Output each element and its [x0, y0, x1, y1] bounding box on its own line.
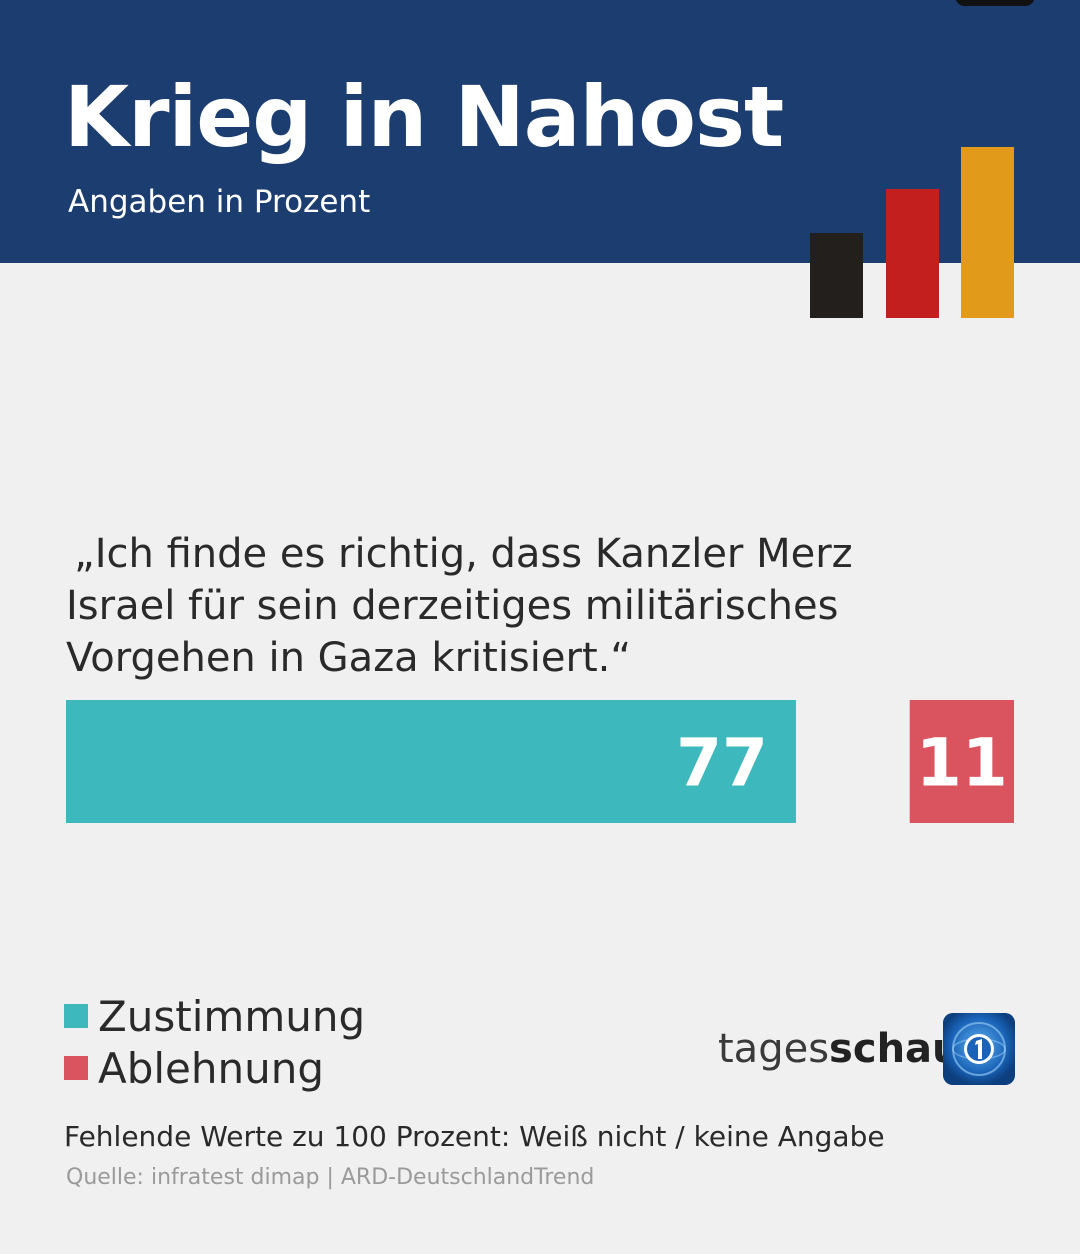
tagesschau-wordmark: tagesschau	[718, 1026, 961, 1072]
camera-notch	[955, 0, 1035, 6]
brand-bold: schau	[829, 1026, 961, 1072]
data-label-zustimmung: 77	[676, 725, 768, 802]
bar-zustimmung	[66, 700, 796, 823]
legend-swatch-ablehnung	[64, 1056, 88, 1080]
survey-question: „Ich finde es richtig, dass Kanzler Merz…	[66, 528, 886, 684]
brand-prefix: tages	[718, 1026, 830, 1072]
chart-title: Krieg in Nahost	[64, 68, 784, 166]
legend-item-zustimmung: Zustimmung	[64, 990, 365, 1042]
chart-subtitle: Angaben in Prozent	[68, 184, 371, 220]
question-line-3: Vorgehen in Gaza kritisiert.“	[66, 635, 632, 681]
legend-item-ablehnung: Ablehnung	[64, 1042, 365, 1094]
tagesschau-logo-icon	[943, 1013, 1015, 1085]
question-line-2: Israel für sein derzeitiges militärische…	[66, 583, 839, 629]
footnote: Fehlende Werte zu 100 Prozent: Weiß nich…	[64, 1120, 885, 1153]
chart-legend: Zustimmung Ablehnung	[64, 990, 365, 1094]
header-banner: Krieg in Nahost Angaben in Prozent	[0, 0, 1080, 263]
data-label-ablehnung: 11	[916, 725, 1008, 802]
bar-ablehnung	[909, 700, 1014, 823]
legend-label-ablehnung: Ablehnung	[98, 1043, 325, 1093]
legend-swatch-zustimmung	[64, 1004, 88, 1028]
source-note: Quelle: infratest dimap | ARD-Deutschlan…	[66, 1165, 595, 1190]
bar-chart: 77 11	[66, 700, 1014, 823]
legend-label-zustimmung: Zustimmung	[98, 991, 366, 1041]
question-line-1: „Ich finde es richtig, dass Kanzler Merz	[74, 531, 853, 577]
